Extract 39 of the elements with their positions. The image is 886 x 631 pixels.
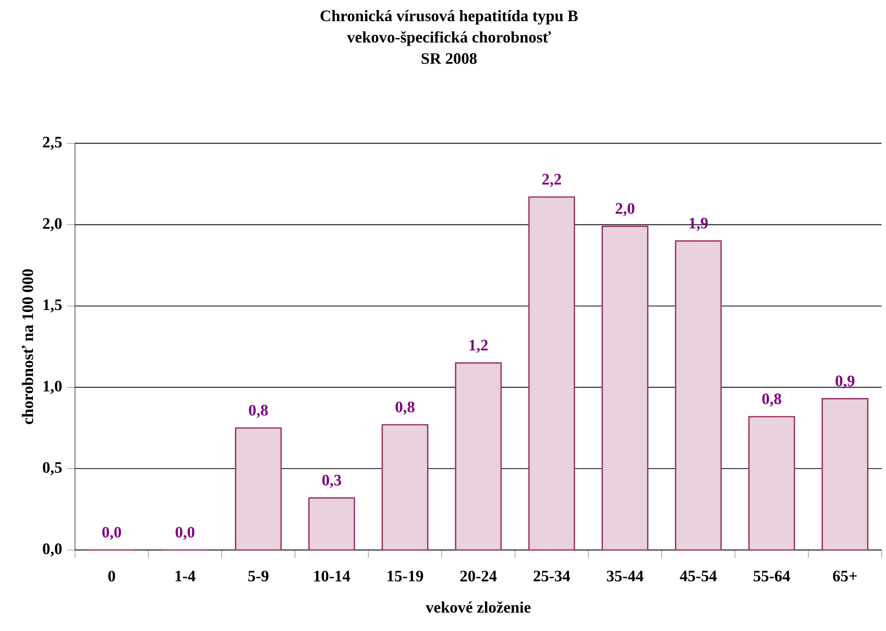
x-tick-label: 65+: [832, 570, 857, 582]
x-tick-label: 15-19: [388, 570, 424, 582]
bar: [528, 196, 576, 551]
x-tick-label: 25-34: [534, 570, 570, 582]
y-tick-label: 2,5: [42, 136, 62, 150]
data-label: 2,0: [616, 203, 634, 216]
x-tick-label: 45-54: [680, 570, 717, 582]
y-tick-label: 1,5: [44, 299, 62, 312]
x-tick-label: 0: [108, 570, 116, 582]
chart-title: Chronická vírusová hepatitída typu B vekovo-špecifická chorobnosť SR 2008: [320, 10, 578, 64]
x-tick-label: 10-14: [314, 570, 350, 582]
data-label: 0,8: [396, 402, 414, 415]
data-label: 0,3: [322, 474, 342, 488]
y-tick-label: 0,5: [42, 462, 62, 476]
bar: [822, 398, 868, 551]
y-axis-title: chorobnosť na 100 000: [22, 269, 34, 424]
bar: [234, 427, 282, 551]
data-label: 0,8: [762, 393, 782, 407]
data-label: 0,9: [836, 376, 854, 389]
y-tick-label: 0,0: [42, 543, 62, 557]
bar: [382, 424, 428, 551]
y-tick-label: 1,0: [44, 380, 62, 394]
x-tick-label: 55-64: [754, 570, 790, 582]
x-tick-label: 20-24: [460, 570, 497, 582]
data-label: 0,0: [102, 526, 122, 540]
data-label: 2,2: [542, 174, 561, 187]
x-tick-label: 1-4: [176, 570, 196, 582]
bar: [748, 416, 796, 551]
bar: [602, 226, 648, 551]
bar: [308, 497, 356, 551]
bar: [454, 362, 502, 551]
x-tick-label: 5-9: [248, 570, 268, 582]
data-label: 0,0: [176, 526, 194, 540]
x-tick-label: 35-44: [606, 570, 644, 582]
data-label: 1,2: [470, 340, 488, 353]
x-axis-title: vekové zloženie: [426, 601, 531, 613]
bar: [674, 240, 722, 551]
y-tick-label: 2,0: [42, 218, 62, 232]
data-label: 0,8: [248, 404, 268, 418]
